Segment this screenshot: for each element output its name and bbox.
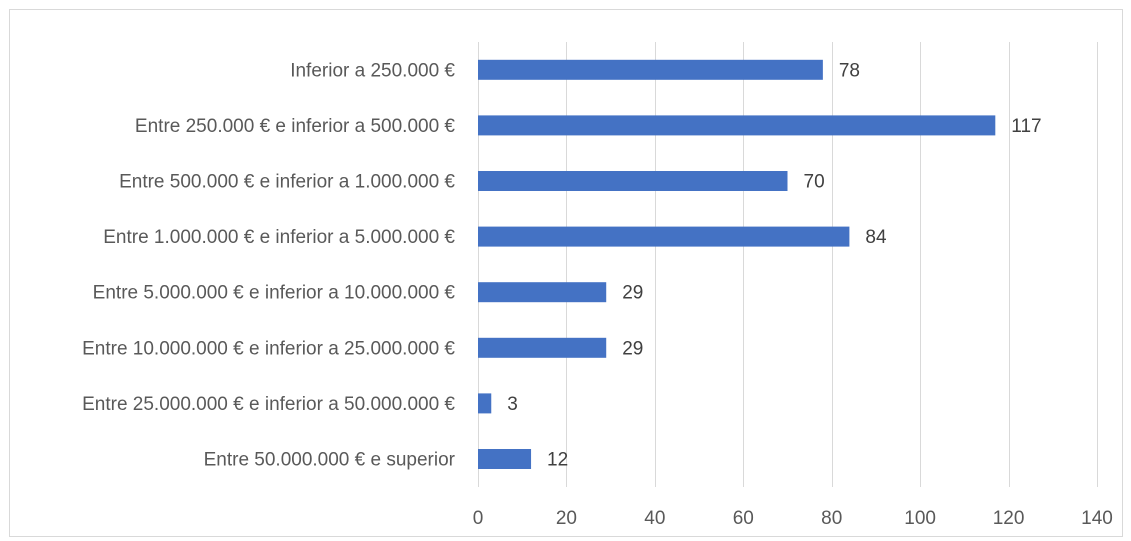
bar-5 — [478, 337, 607, 358]
data-labels: 78 117 70 84 29 29 3 12 — [507, 60, 1041, 470]
data-label-0: 78 — [839, 60, 860, 81]
category-label-1: Entre 250.000 € e inferior a 500.000 € — [135, 116, 456, 137]
x-tick-label-0: 0 — [473, 508, 484, 529]
x-tick-label-140: 140 — [1081, 508, 1113, 529]
bar-3 — [478, 226, 850, 247]
data-label-7: 12 — [547, 450, 568, 471]
bar-0 — [478, 59, 823, 80]
category-label-2: Entre 500.000 € e inferior a 1.000.000 € — [119, 172, 455, 193]
x-tick-label-40: 40 — [644, 508, 665, 529]
data-label-2: 70 — [804, 172, 825, 193]
x-tick-label-20: 20 — [556, 508, 577, 529]
data-label-5: 29 — [622, 338, 643, 359]
bar-4 — [478, 282, 607, 303]
data-label-4: 29 — [622, 283, 643, 304]
x-tick-label-120: 120 — [993, 508, 1025, 529]
data-label-6: 3 — [507, 394, 518, 415]
category-label-0: Inferior a 250.000 € — [290, 60, 455, 81]
category-labels: Inferior a 250.000 € Entre 250.000 € e in… — [82, 60, 456, 470]
x-axis-tick-labels: 0 20 40 60 80 100 120 140 — [473, 508, 1113, 529]
bars — [478, 59, 996, 469]
bar-7 — [478, 449, 532, 469]
x-tick-label-60: 60 — [733, 508, 754, 529]
bar-1 — [478, 115, 996, 136]
category-label-7: Entre 50.000.000 € e superior — [204, 450, 456, 471]
data-label-3: 84 — [865, 227, 887, 248]
bar-6 — [478, 393, 492, 414]
bar-2 — [478, 171, 788, 191]
category-label-5: Entre 10.000.000 € e inferior a 25.000.0… — [82, 338, 455, 359]
gridlines — [478, 42, 1098, 487]
category-label-6: Entre 25.000.000 € e inferior a 50.000.0… — [82, 394, 455, 415]
x-tick-label-80: 80 — [821, 508, 842, 529]
category-label-3: Entre 1.000.000 € e inferior a 5.000.000… — [103, 227, 455, 248]
data-label-1: 117 — [1011, 116, 1041, 137]
category-label-4: Entre 5.000.000 € e inferior a 10.000.00… — [93, 283, 456, 304]
x-tick-label-100: 100 — [904, 508, 936, 529]
